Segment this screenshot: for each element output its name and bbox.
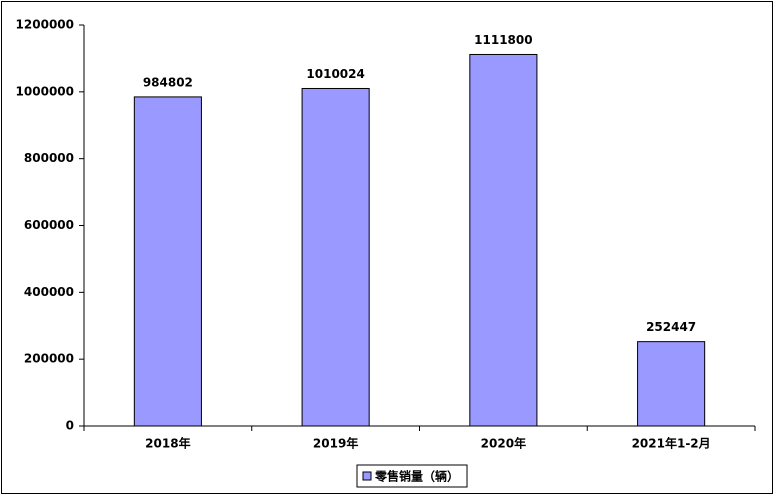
y-tick-label: 0: [66, 419, 74, 433]
legend-box: [356, 464, 468, 488]
y-tick-label: 1000000: [16, 84, 74, 98]
x-tick-label: 2019年: [313, 436, 358, 451]
y-tick-label: 800000: [24, 151, 74, 165]
x-tick-label: 2018年: [145, 436, 190, 451]
y-tick-label: 400000: [24, 285, 74, 299]
data-label: 1010024: [306, 67, 364, 81]
bar: [637, 341, 706, 427]
y-tick-label: 1200000: [16, 18, 74, 32]
y-tick-label: 200000: [24, 352, 74, 366]
x-tick-label: 2021年1-2月: [632, 436, 711, 451]
bar: [133, 96, 202, 427]
data-label: 984802: [143, 75, 193, 89]
data-label: 1111800: [474, 33, 532, 47]
legend-label: 零售销量（辆）: [374, 469, 459, 484]
legend-swatch: [362, 471, 372, 481]
data-label: 252447: [646, 320, 696, 334]
x-tick-label: 2020年: [481, 436, 526, 451]
bar: [469, 53, 538, 427]
y-tick-label: 600000: [24, 218, 74, 232]
bar: [301, 87, 370, 427]
